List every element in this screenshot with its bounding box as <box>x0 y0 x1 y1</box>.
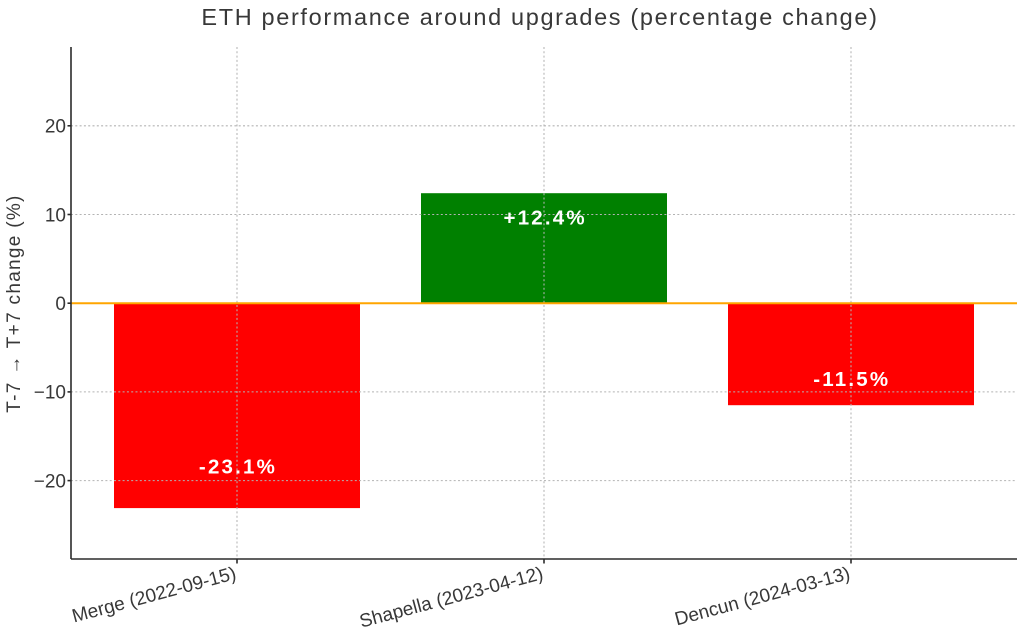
svg-text:0: 0 <box>55 294 66 315</box>
svg-text:10: 10 <box>45 205 66 226</box>
svg-text:20: 20 <box>45 117 66 138</box>
svg-text:+12.4%: +12.4% <box>504 207 587 230</box>
svg-text:-11.5%: -11.5% <box>813 368 890 391</box>
svg-text:-23.1%: -23.1% <box>199 456 277 479</box>
svg-text:ETH performance around upgrade: ETH performance around upgrades (percent… <box>201 4 878 30</box>
svg-text:−10: −10 <box>34 383 66 404</box>
svg-text:−20: −20 <box>34 471 66 492</box>
svg-text:T-7 → T+7 change (%): T-7 → T+7 change (%) <box>4 194 25 412</box>
